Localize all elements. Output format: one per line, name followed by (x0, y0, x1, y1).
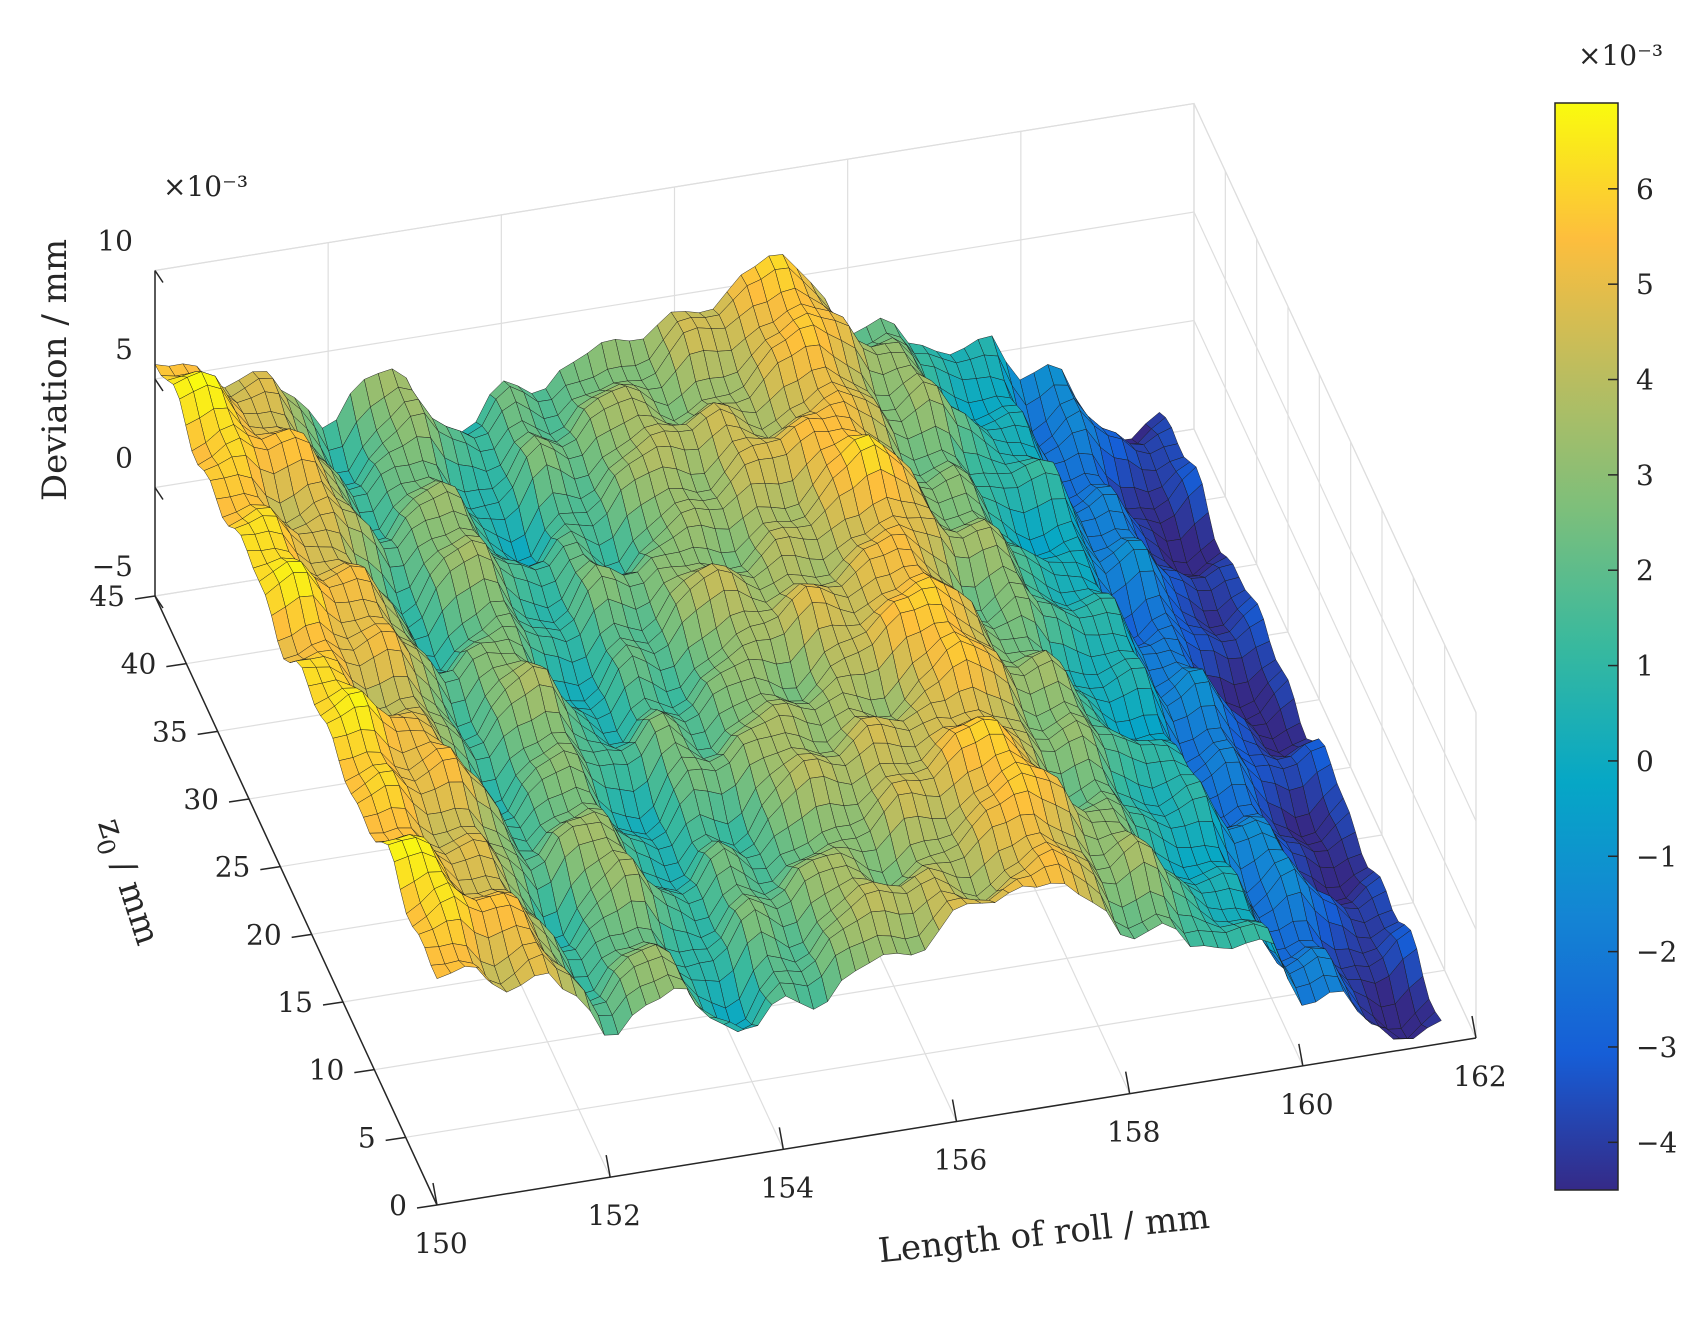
x-tick-mark (778, 1127, 785, 1150)
colorbar-tick-label: 2 (1636, 554, 1654, 587)
x-tick-label: 158 (1107, 1116, 1160, 1149)
colorbar-tick-label: 3 (1636, 459, 1654, 492)
z-tick-label: 0 (115, 442, 133, 475)
colorbar-gradient (1554, 102, 1619, 1191)
colorbar-exponent: ×10⁻³ (1578, 39, 1663, 72)
axes: 150 152 154 156 158 160 162 0 5 10 15 20 25 30 35 40 45−… (89, 225, 1506, 1261)
y-tick-label: 25 (215, 851, 251, 884)
colorbar: −4 −3 −2 −1 0 1 2 3 4 5 6 ×10⁻³ (1554, 39, 1677, 1191)
z-tick-mark (154, 270, 164, 283)
z-tick-mark (154, 378, 164, 392)
x-tick-mark (1471, 1015, 1477, 1039)
x-tick-mark (951, 1099, 958, 1122)
y-tick-label: 45 (89, 580, 125, 613)
z-tick-mark (154, 595, 164, 609)
x-tick-mark (1298, 1043, 1304, 1066)
colorbar-ticks: −4 −3 −2 −1 0 1 2 3 4 5 6 (1608, 173, 1677, 1159)
colorbar-tick-label: −4 (1636, 1126, 1677, 1159)
z-tick-label: 5 (115, 333, 133, 366)
y-tick-mark (291, 933, 312, 939)
y-tick-label: 0 (389, 1189, 407, 1222)
colorbar-tick-label: 4 (1636, 364, 1654, 397)
y-tick-label: 10 (309, 1054, 345, 1087)
y-tick-mark (322, 1001, 344, 1006)
x-tick-label: 154 (761, 1171, 814, 1204)
y-axis-label-unit: / mm (99, 845, 167, 950)
x-tick-label: 150 (414, 1227, 467, 1260)
pane-border (154, 102, 1477, 1038)
surface-mesh (154, 254, 1442, 1040)
z-axis-exponent: ×10⁻³ (163, 170, 248, 203)
colorbar-tick-label: −2 (1636, 936, 1677, 969)
grid-line (405, 969, 1445, 1138)
x-tick-label: 162 (1453, 1060, 1506, 1093)
y-tick-label: 15 (277, 986, 313, 1019)
x-tick-label: 152 (587, 1199, 640, 1232)
y-tick-label: 30 (183, 783, 219, 816)
z-tick-label: −5 (92, 550, 133, 583)
y-tick-mark (166, 662, 187, 668)
x-tick-mark (1124, 1071, 1131, 1094)
x-tick-label: 160 (1280, 1088, 1333, 1121)
colorbar-tick-label: 6 (1636, 173, 1654, 206)
surface-patch (430, 963, 452, 979)
y-tick-mark (416, 1204, 438, 1209)
y-tick-mark (134, 595, 156, 600)
z-tick-label: 10 (97, 225, 133, 258)
y-tick-mark (197, 730, 218, 736)
y-tick-mark (385, 1136, 406, 1142)
y-tick-label: 5 (358, 1121, 376, 1154)
y-tick-mark (260, 865, 281, 871)
y-tick-label: 40 (121, 648, 157, 681)
y-tick-mark (354, 1068, 375, 1074)
x-tick-mark (605, 1155, 611, 1178)
z-axis-label: Deviation / mm (35, 239, 75, 501)
x-axis-label: Length of roll / mm (876, 1197, 1211, 1272)
x-tick-mark (432, 1182, 438, 1206)
colorbar-tick-label: 5 (1636, 268, 1654, 301)
y-tick-label: 20 (246, 918, 282, 951)
y-tick-label: 35 (152, 715, 188, 748)
y-axis-label: z0 / mm (84, 813, 167, 951)
colorbar-tick-label: −3 (1636, 1031, 1677, 1064)
z-tick-mark (154, 487, 164, 500)
colorbar-tick-label: 0 (1636, 745, 1654, 778)
colorbar-tick-label: −1 (1636, 840, 1677, 873)
y-axis-line (154, 595, 438, 1206)
y-tick-mark (228, 798, 250, 803)
x-tick-label: 156 (934, 1144, 987, 1177)
colorbar-tick-label: 1 (1636, 650, 1654, 683)
